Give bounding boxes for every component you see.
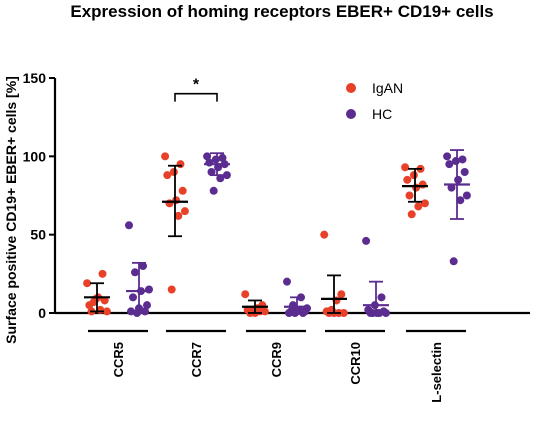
point-igan-ccr7-8 xyxy=(174,211,183,220)
point-igan-ccr5-7 xyxy=(102,307,111,316)
legend-marker-igan xyxy=(346,83,356,93)
category-label-ccr5: CCR5 xyxy=(111,342,126,377)
point-hc-l-selectin-4 xyxy=(460,168,469,176)
point-hc-ccr5-3 xyxy=(145,285,153,294)
point-hc-ccr10-1 xyxy=(377,293,386,302)
point-igan-l-selectin-0 xyxy=(401,163,410,172)
point-hc-l-selectin-3 xyxy=(445,160,454,169)
chart-marks: * xyxy=(83,77,471,317)
point-hc-ccr7-3 xyxy=(205,158,214,167)
point-hc-ccr7-9 xyxy=(209,186,218,195)
point-hc-ccr5-9 xyxy=(141,307,149,316)
point-igan-ccr7-7 xyxy=(180,207,189,216)
point-hc-l-selectin-7 xyxy=(462,191,471,200)
point-igan-ccr9-0 xyxy=(241,290,250,299)
point-igan-l-selectin-6 xyxy=(405,191,414,200)
point-hc-ccr7-1 xyxy=(218,153,227,162)
legend: IgAN HC xyxy=(346,80,403,122)
point-hc-ccr5-0 xyxy=(125,221,133,230)
point-hc-l-selectin-9 xyxy=(449,257,458,266)
point-igan-ccr10-1 xyxy=(337,290,346,299)
point-hc-ccr10-7 xyxy=(381,309,390,317)
category-label-ccr9: CCR9 xyxy=(269,342,284,377)
point-hc-ccr7-7 xyxy=(222,171,231,180)
point-hc-l-selectin-5 xyxy=(454,175,463,184)
significance-label-0: * xyxy=(193,77,200,94)
point-igan-l-selectin-2 xyxy=(409,171,418,180)
point-hc-ccr5-6 xyxy=(143,301,151,310)
y-tick-label-50: 50 xyxy=(30,227,46,243)
category-label-l-selectin: L-selectin xyxy=(429,342,444,403)
y-axis-label: Surface positive CD19+ EBER+ cells [%] xyxy=(3,76,19,344)
point-hc-ccr7-8 xyxy=(216,174,225,183)
y-tick-label-0: 0 xyxy=(38,305,46,321)
point-igan-l-selectin-9 xyxy=(407,210,416,219)
point-igan-ccr5-9 xyxy=(89,298,98,307)
legend-label-igan: IgAN xyxy=(372,80,403,96)
point-hc-l-selectin-8 xyxy=(456,196,465,205)
point-hc-ccr5-5 xyxy=(129,293,137,302)
point-hc-ccr5-1 xyxy=(139,262,147,270)
point-hc-ccr9-8 xyxy=(285,309,293,317)
legend-marker-hc xyxy=(346,109,356,119)
chart-title: Expression of homing receptors EBER+ CD1… xyxy=(70,2,493,21)
point-hc-l-selectin-0 xyxy=(443,152,452,161)
significance-bracket-0 xyxy=(174,92,218,102)
point-igan-ccr7-9 xyxy=(167,285,176,294)
point-igan-ccr10-0 xyxy=(320,230,329,239)
category-label-ccr7: CCR7 xyxy=(189,342,204,377)
point-igan-l-selectin-7 xyxy=(420,199,429,208)
point-igan-l-selectin-8 xyxy=(414,202,423,211)
point-igan-ccr7-3 xyxy=(163,171,172,180)
point-hc-ccr5-2 xyxy=(131,268,139,277)
point-hc-ccr10-0 xyxy=(362,236,371,245)
point-hc-ccr9-0 xyxy=(283,277,291,286)
point-hc-l-selectin-6 xyxy=(447,183,456,192)
point-igan-ccr5-0 xyxy=(83,279,92,288)
y-tick-label-150: 150 xyxy=(23,70,47,86)
legend-label-hc: HC xyxy=(372,106,392,122)
point-hc-l-selectin-1 xyxy=(458,155,467,164)
point-igan-ccr7-1 xyxy=(176,160,185,169)
point-igan-ccr7-0 xyxy=(161,152,170,161)
category-label-ccr10: CCR10 xyxy=(348,342,363,385)
point-igan-l-selectin-5 xyxy=(412,183,421,192)
point-hc-ccr7-6 xyxy=(207,168,216,176)
axes: 0 50 100 150 CCR5 CCR7 CCR9 CCR10 L-selectin xyxy=(23,70,530,403)
point-igan-l-selectin-3 xyxy=(403,175,412,184)
point-igan-ccr5-1 xyxy=(98,269,107,278)
point-igan-ccr7-4 xyxy=(178,186,187,195)
point-hc-ccr7-0 xyxy=(203,152,212,161)
point-igan-ccr7-6 xyxy=(165,199,174,208)
y-tick-label-100: 100 xyxy=(23,148,47,164)
point-igan-ccr5-4 xyxy=(100,296,109,305)
